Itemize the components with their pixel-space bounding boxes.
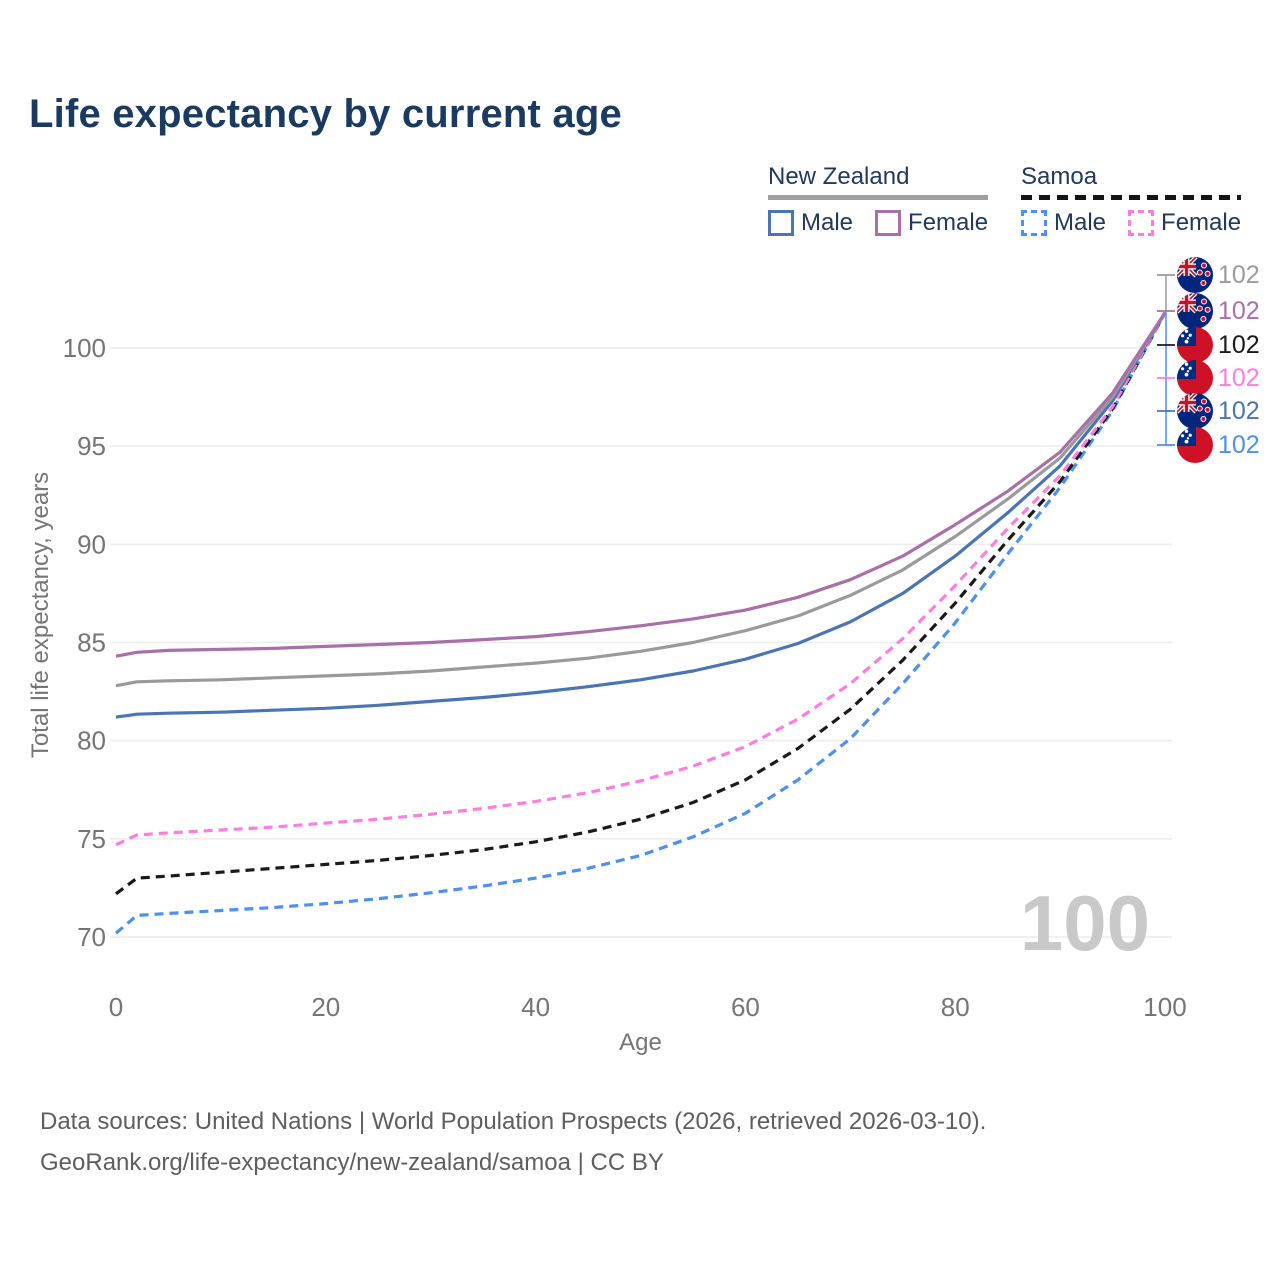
svg-text:85: 85: [77, 628, 106, 658]
end-label-value: 102: [1218, 260, 1260, 289]
end-label-row: 102: [1177, 257, 1260, 293]
new-zealand-flag-icon: [1177, 257, 1213, 293]
end-label-value: 102: [1218, 330, 1260, 359]
samoa-flag-icon: [1177, 327, 1213, 363]
legend-item-samoa-female[interactable]: Female: [1128, 209, 1241, 237]
legend-label-nz-female: Female: [908, 209, 989, 236]
legend-underline-samoa: [1021, 195, 1242, 200]
svg-text:80: 80: [77, 726, 106, 756]
legend-underline-new-zealand: [768, 195, 989, 200]
samoa-male-checkbox-icon: [1021, 210, 1047, 236]
legend-label-samoa-male: Male: [1054, 209, 1107, 236]
svg-text:90: 90: [77, 529, 106, 559]
svg-text:20: 20: [311, 992, 340, 1022]
legend-item-nz-male[interactable]: Male: [768, 209, 853, 237]
svg-text:100: 100: [1143, 992, 1186, 1022]
end-label-value: 102: [1218, 430, 1260, 459]
nz-female-checkbox-icon: [875, 210, 902, 236]
legend-label-samoa-female: Female: [1161, 209, 1242, 236]
end-label-value: 102: [1218, 363, 1260, 392]
legend-item-samoa-male[interactable]: Male: [1021, 209, 1106, 237]
svg-text:80: 80: [941, 992, 970, 1022]
samoa-flag-icon: [1177, 360, 1213, 396]
new-zealand-flag-icon: [1177, 293, 1213, 329]
svg-text:40: 40: [521, 992, 550, 1022]
svg-text:100: 100: [1020, 879, 1150, 967]
svg-text:Total life expectancy, years: Total life expectancy, years: [27, 472, 54, 758]
samoa-flag-icon: [1177, 427, 1213, 463]
svg-text:75: 75: [77, 824, 106, 854]
legend-item-nz-female[interactable]: Female: [875, 209, 988, 237]
end-label-row: 102: [1177, 393, 1260, 429]
end-label-row: 102: [1177, 360, 1260, 396]
end-label-row: 102: [1177, 327, 1260, 363]
svg-text:60: 60: [731, 992, 760, 1022]
legend-label-nz-male: Male: [801, 209, 854, 236]
new-zealand-flag-icon: [1177, 393, 1213, 429]
end-label-value: 102: [1218, 396, 1260, 425]
svg-text:Age: Age: [619, 1029, 662, 1056]
legend-country-samoa: Samoa: [1021, 163, 1098, 190]
nz-male-checkbox-icon: [768, 210, 794, 236]
svg-text:95: 95: [77, 431, 106, 461]
samoa-female-checkbox-icon: [1128, 210, 1155, 236]
svg-text:0: 0: [109, 992, 123, 1022]
legend-country-new-zealand: New Zealand: [768, 163, 910, 190]
attribution-text: GeoRank.org/life-expectancy/new-zealand/…: [40, 1149, 664, 1176]
end-label-row: 102: [1177, 293, 1260, 329]
data-sources-text: Data sources: United Nations | World Pop…: [40, 1108, 987, 1135]
page-title: Life expectancy by current age: [29, 92, 622, 136]
svg-text:100: 100: [63, 333, 106, 363]
legend-group-new-zealand: New Zealand Male Female: [768, 163, 989, 237]
svg-text:70: 70: [77, 922, 106, 952]
legend-group-samoa: Samoa Male Female: [1021, 163, 1242, 237]
end-label-value: 102: [1218, 296, 1260, 325]
end-label-row: 102: [1177, 427, 1260, 463]
